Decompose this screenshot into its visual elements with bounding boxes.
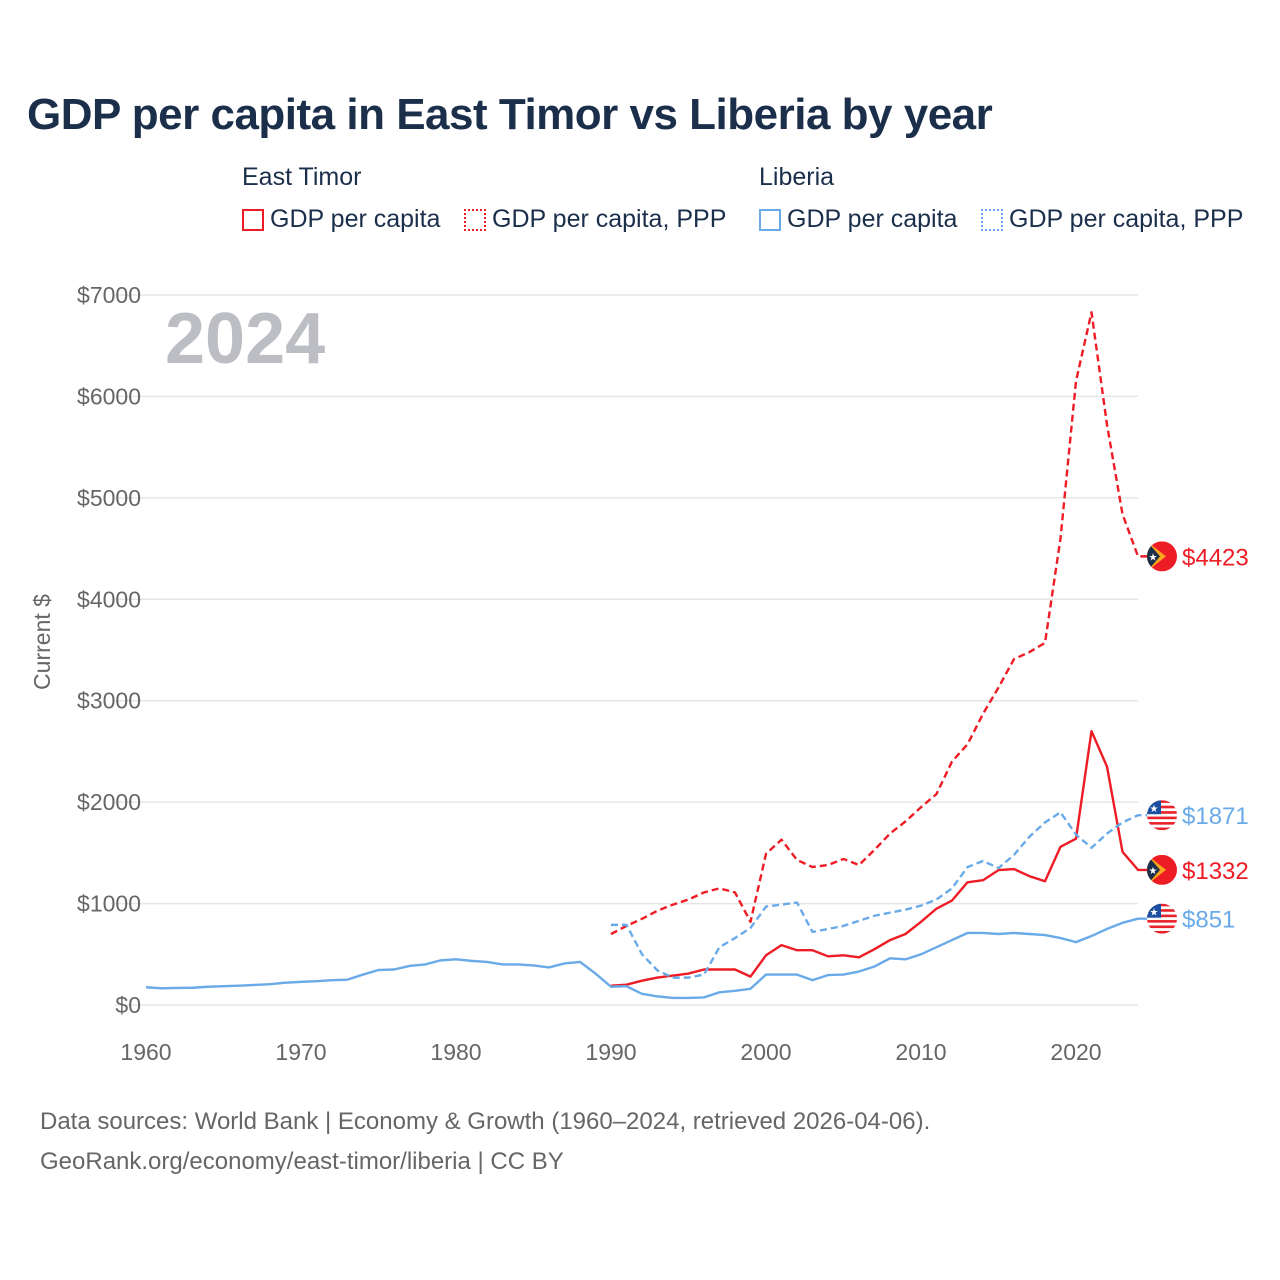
legend-swatch-dotted-blue <box>981 208 1003 231</box>
x-tick-label: 2000 <box>740 1039 791 1065</box>
series-line-1 <box>610 311 1150 936</box>
legend-item-et-gdp[interactable]: GDP per capita <box>242 205 440 234</box>
svg-text:★: ★ <box>1149 552 1158 563</box>
east-timor-flag-icon: ★ <box>1147 541 1177 572</box>
y-tick-label: $5000 <box>77 485 141 511</box>
series-line-3 <box>611 811 1150 979</box>
x-tick-label: 1960 <box>120 1039 171 1065</box>
footer-sources: Data sources: World Bank | Economy & Gro… <box>40 1108 931 1135</box>
footer-link[interactable]: GeoRank.org/economy/east-timor/liberia |… <box>40 1148 564 1175</box>
legend-swatch-dotted-red <box>464 208 486 231</box>
legend-label: GDP per capita, PPP <box>492 205 727 233</box>
y-tick-label: $2000 <box>77 789 141 815</box>
legend-swatch-solid-blue <box>759 208 781 231</box>
y-tick-label: $4000 <box>77 586 141 612</box>
legend-label: GDP per capita <box>787 205 958 233</box>
liberia-flag-icon: ★ <box>1147 903 1177 934</box>
end-value-label: $851 <box>1182 907 1235 934</box>
east-timor-flag-icon: ★ <box>1147 854 1177 885</box>
x-tick-label: 1970 <box>275 1039 326 1065</box>
y-tick-label: $0 <box>115 992 141 1018</box>
end-value-label: $1871 <box>1182 803 1249 830</box>
svg-text:★: ★ <box>1150 908 1159 919</box>
legend-group-liberia: Liberia <box>759 163 835 191</box>
legend-label: GDP per capita, PPP <box>1009 205 1244 233</box>
x-tick-label: 1980 <box>430 1039 481 1065</box>
series-line-0 <box>610 729 1150 987</box>
x-tick-label: 2010 <box>895 1039 946 1065</box>
x-tick-label: 2020 <box>1050 1039 1101 1065</box>
end-value-label: $4423 <box>1182 544 1249 571</box>
end-value-label: $1332 <box>1182 858 1249 885</box>
y-tick-label: $1000 <box>77 891 141 917</box>
y-tick-label: $7000 <box>77 282 141 308</box>
y-tick-label: $3000 <box>77 688 141 714</box>
liberia-flag-icon: ★ <box>1147 800 1177 831</box>
svg-text:★: ★ <box>1150 804 1159 815</box>
year-watermark: 2024 <box>165 299 325 379</box>
series-line-2 <box>145 917 1150 1000</box>
y-tick-label: $6000 <box>77 383 141 409</box>
svg-text:★: ★ <box>1149 866 1158 877</box>
legend-group-east-timor: East Timor <box>242 163 362 191</box>
x-tick-label: 1990 <box>585 1039 636 1065</box>
chart-title: GDP per capita in East Timor vs Liberia … <box>27 90 993 139</box>
legend-swatch-solid-red <box>242 208 264 231</box>
y-axis-label: Current $ <box>29 594 55 690</box>
legend-item-lr-ppp[interactable]: GDP per capita, PPP <box>981 205 1243 234</box>
legend-item-et-ppp[interactable]: GDP per capita, PPP <box>464 205 726 234</box>
legend-item-lr-gdp[interactable]: GDP per capita <box>759 205 957 234</box>
legend-label: GDP per capita <box>270 205 441 233</box>
